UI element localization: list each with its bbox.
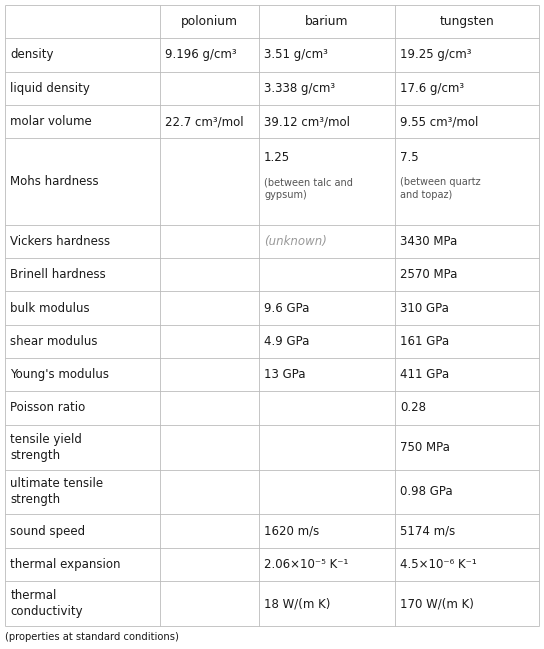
Text: thermal expansion: thermal expansion (10, 558, 121, 571)
Text: Mohs hardness: Mohs hardness (10, 175, 99, 188)
Text: shear modulus: shear modulus (10, 335, 98, 348)
Text: molar volume: molar volume (10, 115, 92, 128)
Text: 0.98 GPa: 0.98 GPa (400, 485, 453, 498)
Text: 0.28: 0.28 (400, 401, 426, 415)
Text: 310 GPa: 310 GPa (400, 302, 449, 315)
Text: 39.12 cm³/mol: 39.12 cm³/mol (264, 115, 350, 128)
Text: 2.06×10⁻⁵ K⁻¹: 2.06×10⁻⁵ K⁻¹ (264, 558, 349, 571)
Text: 9.55 cm³/mol: 9.55 cm³/mol (400, 115, 479, 128)
Text: (unknown): (unknown) (264, 235, 327, 248)
Text: 3.51 g/cm³: 3.51 g/cm³ (264, 49, 328, 62)
Text: (properties at standard conditions): (properties at standard conditions) (5, 632, 179, 642)
Text: barium: barium (305, 15, 349, 28)
Text: 411 GPa: 411 GPa (400, 368, 449, 381)
Text: (between quartz
and topaz): (between quartz and topaz) (400, 177, 481, 200)
Text: polonium: polonium (181, 15, 238, 28)
Text: liquid density: liquid density (10, 82, 90, 95)
Text: 1.25: 1.25 (264, 151, 290, 164)
Text: 750 MPa: 750 MPa (400, 441, 450, 454)
Text: 4.5×10⁻⁶ K⁻¹: 4.5×10⁻⁶ K⁻¹ (400, 558, 477, 571)
Text: (between talc and
gypsum): (between talc and gypsum) (264, 177, 353, 200)
Text: 9.196 g/cm³: 9.196 g/cm³ (165, 49, 237, 62)
Text: bulk modulus: bulk modulus (10, 302, 90, 315)
Text: tensile yield
strength: tensile yield strength (10, 432, 82, 461)
Text: 9.6 GPa: 9.6 GPa (264, 302, 310, 315)
Text: 3430 MPa: 3430 MPa (400, 235, 458, 248)
Text: 161 GPa: 161 GPa (400, 335, 449, 348)
Text: ultimate tensile
strength: ultimate tensile strength (10, 478, 103, 506)
Text: 22.7 cm³/mol: 22.7 cm³/mol (165, 115, 244, 128)
Text: 18 W/(m K): 18 W/(m K) (264, 597, 331, 610)
Text: 4.9 GPa: 4.9 GPa (264, 335, 310, 348)
Text: 19.25 g/cm³: 19.25 g/cm³ (400, 49, 472, 62)
Text: tungsten: tungsten (440, 15, 494, 28)
Text: 1620 m/s: 1620 m/s (264, 524, 319, 537)
Text: Vickers hardness: Vickers hardness (10, 235, 110, 248)
Text: 2570 MPa: 2570 MPa (400, 268, 458, 281)
Text: 7.5: 7.5 (400, 151, 419, 164)
Text: density: density (10, 49, 54, 62)
Text: 17.6 g/cm³: 17.6 g/cm³ (400, 82, 465, 95)
Text: Poisson ratio: Poisson ratio (10, 401, 86, 415)
Text: 170 W/(m K): 170 W/(m K) (400, 597, 474, 610)
Text: 5174 m/s: 5174 m/s (400, 524, 455, 537)
Text: thermal
conductivity: thermal conductivity (10, 589, 83, 618)
Text: 3.338 g/cm³: 3.338 g/cm³ (264, 82, 335, 95)
Text: Brinell hardness: Brinell hardness (10, 268, 106, 281)
Text: Young's modulus: Young's modulus (10, 368, 109, 381)
Text: sound speed: sound speed (10, 524, 85, 537)
Text: 13 GPa: 13 GPa (264, 368, 306, 381)
